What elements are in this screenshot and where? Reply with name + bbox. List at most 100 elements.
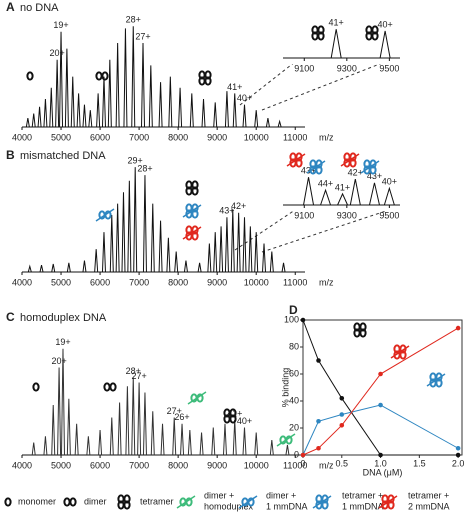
peak [158,82,163,128]
peak [37,106,42,128]
x-tick-label: 6000 [90,277,110,287]
peak [39,265,44,273]
peak [57,367,62,456]
legend-label: 1 mmDNA [342,501,384,511]
icon [365,25,379,41]
icon [26,71,34,81]
point [316,418,321,424]
peak-label: 20+ [49,48,64,58]
subunit [191,186,199,196]
peak [201,98,206,128]
x-tick-label: 7000 [129,460,149,470]
peak [31,113,36,128]
peak [96,93,101,128]
peak-label: 43+ [367,171,382,181]
subunit [63,497,71,507]
peak-label: 42+ [348,167,363,177]
icon [4,497,12,507]
legend-label: tetramer + [408,490,449,500]
peak [168,76,173,128]
peak [55,59,60,128]
subunit [229,414,237,424]
peak [242,104,247,128]
point [339,396,345,401]
zoom-line [261,207,396,253]
peak [125,386,130,456]
x-tick-label: 6000 [90,132,110,142]
subunit [4,497,12,507]
subunit [101,71,109,81]
peak [219,226,224,273]
dna-strand [306,160,326,174]
subunit [315,165,323,175]
peak [242,217,247,273]
peak [349,179,361,206]
peak [368,182,380,206]
icon [185,180,199,196]
subunit [123,500,131,510]
peak [211,427,216,456]
x-tick-label: 9300 [337,63,357,73]
x-tick-label: 4000 [12,460,32,470]
legend-label: dimer + [266,490,296,500]
peak [43,436,48,456]
peak [330,29,342,59]
peak-label: 40+ [382,177,397,187]
panel-title: mismatched DNA [20,150,106,162]
peak [98,429,103,456]
dna-strand [176,495,196,509]
peak-label: 41+ [335,182,350,192]
peak [60,348,65,456]
peak-label: 19+ [53,20,68,30]
subunit [103,382,111,392]
legend-label: tetramer + [342,490,383,500]
peak [213,232,218,273]
dna-strand [238,495,258,509]
subunit [317,25,325,35]
panel-letter: B [6,148,15,162]
peak [117,402,122,456]
subunit [435,378,443,388]
peak [127,180,132,273]
peak [115,203,120,273]
peak [115,42,120,128]
subunit [204,76,212,86]
dna-strand [426,373,446,387]
peak [101,232,106,273]
peak-label: 28+ [137,163,152,173]
point [455,445,461,451]
peak [236,212,241,273]
peak [94,249,99,273]
icon [353,322,367,338]
subunit [26,71,34,81]
peak [254,232,259,273]
subunit [369,165,377,175]
x-tick-label: 10000 [244,132,269,142]
peak-label: 40+ [377,19,392,29]
icon [63,497,77,507]
point [378,402,383,408]
subunit [387,500,395,510]
point [300,452,306,458]
icon [309,159,323,175]
peak [142,175,147,273]
peak [232,419,237,456]
x-tick-label: 9100 [294,210,314,220]
peak [207,243,212,273]
x-tick-label: 11000 [283,460,307,470]
peak [43,98,48,128]
icon [289,152,303,168]
y-axis-label: % binding [280,368,290,408]
peak [189,93,194,128]
subunit [123,494,131,504]
peak [131,26,136,128]
dna-strand [182,226,202,240]
legend-label: 2 mmDNA [408,501,450,511]
subunit [204,70,212,80]
peak [150,203,155,273]
x-tick-label: 8000 [168,132,188,142]
icon [198,70,212,86]
icon [315,494,329,510]
x-tick-label: 10000 [244,460,269,470]
x-axis-label: m/z [319,277,334,287]
